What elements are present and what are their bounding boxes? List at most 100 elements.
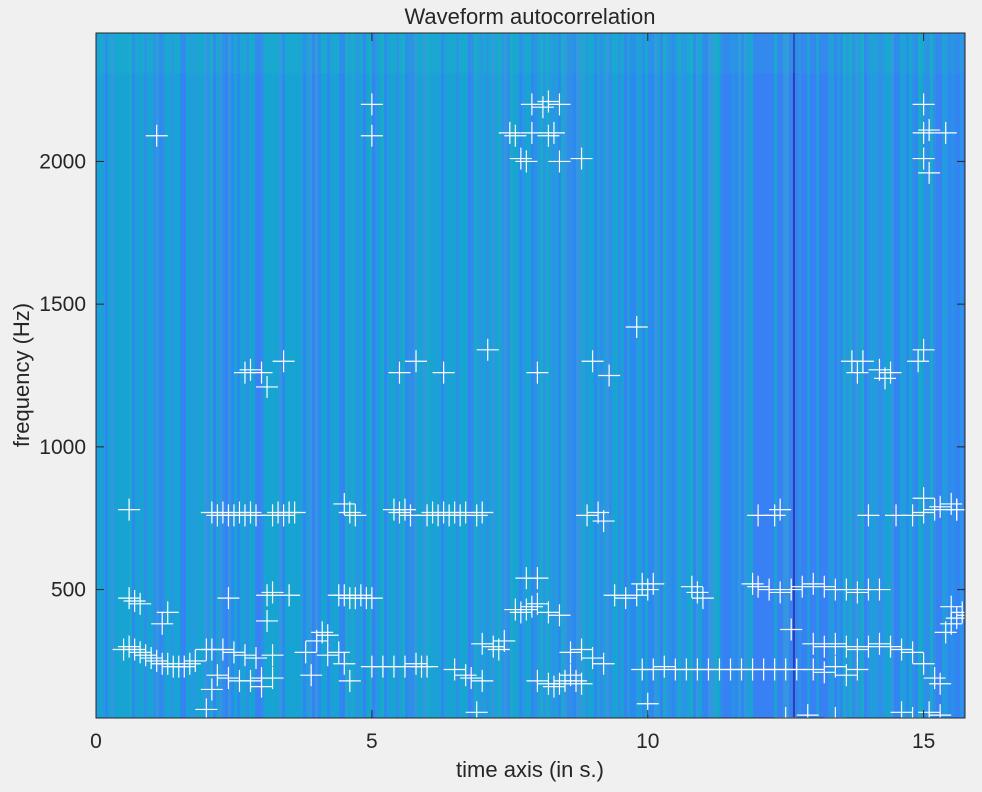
heatmap-stripe (861, 33, 865, 718)
marker-point (559, 664, 582, 687)
heatmap-stripe (453, 33, 457, 718)
marker-point (443, 658, 466, 681)
heatmap-stripe (405, 33, 409, 718)
heatmap-stripe (318, 33, 322, 718)
marker-point (416, 655, 439, 678)
heatmap-stripe (345, 33, 349, 718)
heatmap-stripe (240, 33, 244, 718)
heatmap-stripe (735, 33, 739, 718)
marker-point (945, 498, 965, 521)
marker-point (454, 664, 477, 687)
marker-point (929, 495, 952, 518)
marker-point (471, 632, 494, 655)
heatmap-stripe (963, 33, 965, 718)
marker-point (283, 501, 306, 524)
heatmap-stripe (177, 33, 181, 718)
marker-point (537, 124, 560, 147)
marker-point (912, 121, 935, 144)
marker-point (211, 638, 234, 661)
heatmap-stripe (714, 33, 718, 718)
x-axis: 0 5 10 15 (90, 33, 935, 753)
marker-point (929, 704, 952, 718)
marker-point (774, 707, 797, 718)
x-tick-label: 15 (912, 730, 935, 753)
heatmap-stripe (156, 33, 160, 718)
heatmap-stripe (825, 33, 829, 718)
heatmap-stripe (711, 33, 715, 718)
heatmap-stripe (387, 33, 391, 718)
heatmap-stripe (201, 33, 205, 718)
heatmap-stripe (651, 33, 655, 718)
marker-point (741, 572, 764, 595)
marker-point (338, 501, 361, 524)
heatmap-stripe (633, 33, 637, 718)
heatmap-stripe (552, 33, 556, 718)
heatmap-stripe (96, 33, 965, 73)
heatmap-stripe (942, 33, 946, 718)
marker-point (245, 647, 268, 670)
heatmap-stripe (591, 33, 595, 718)
marker-point (642, 572, 665, 595)
marker-point (576, 504, 599, 527)
heatmap-stripe (456, 33, 460, 718)
heatmap-stripe (939, 33, 943, 718)
heatmap-stripe (150, 33, 154, 718)
marker-point (912, 93, 935, 116)
heatmap-stripe (111, 33, 115, 718)
heatmap-stripe (741, 33, 745, 718)
heatmap-stripe (891, 33, 895, 718)
heatmap-stripe (330, 33, 334, 718)
heatmap-stripe (930, 33, 934, 718)
y-tick-label: 500 (51, 579, 86, 602)
heatmap-stripe (144, 33, 148, 718)
heatmap-stripe (834, 33, 838, 718)
marker-point (405, 350, 428, 373)
marker-point (570, 147, 593, 170)
heatmap-stripe (303, 33, 307, 718)
heatmap-stripe (300, 33, 304, 718)
marker-point (581, 350, 604, 373)
heatmap-stripe (114, 33, 118, 718)
heatmap-stripe (654, 33, 658, 718)
marker-point (206, 664, 229, 687)
y-axis: 500 1000 1500 2000 (39, 150, 965, 602)
heatmap-stripe (870, 33, 874, 718)
heatmap-stripe (285, 33, 289, 718)
marker-point (388, 501, 411, 524)
heatmap-stripe (219, 33, 223, 718)
marker-point (526, 567, 549, 590)
y-tick-label: 2000 (39, 150, 86, 173)
heatmap-stripe (843, 33, 847, 718)
heatmap-stripe (702, 33, 706, 718)
heatmap-stripe (852, 33, 856, 718)
marker-point (156, 652, 179, 675)
heatmap-stripe (348, 33, 352, 718)
marker-point (134, 644, 157, 667)
heatmap-stripe (738, 33, 742, 718)
marker-point (222, 641, 245, 664)
heatmap-stripe (909, 33, 913, 718)
heatmap-stripe (468, 33, 472, 718)
marker-point (857, 635, 880, 658)
heatmap-stripe (186, 33, 190, 718)
heatmap-stripe (549, 33, 553, 718)
marker-point (824, 707, 847, 718)
heatmap-stripe (141, 33, 145, 718)
heatmap-stripe (771, 33, 775, 718)
heatmap-stripe (294, 33, 298, 718)
heatmap-stripe (789, 33, 793, 718)
heatmap-stripe (588, 33, 592, 718)
heatmap-stripe (708, 33, 712, 718)
heatmap-stripe (663, 33, 667, 718)
marker-point (145, 124, 168, 147)
heatmap-stripe (246, 33, 250, 718)
marker-point (846, 581, 869, 604)
heatmap-stripe (558, 33, 562, 718)
marker-point (918, 701, 941, 718)
heatmap-stripe (534, 33, 538, 718)
heatmap-stripe (231, 33, 235, 718)
marker-point (123, 589, 146, 612)
heatmap-stripe (705, 33, 709, 718)
heatmap-stripe (426, 33, 430, 718)
heatmap-stripe (594, 33, 598, 718)
